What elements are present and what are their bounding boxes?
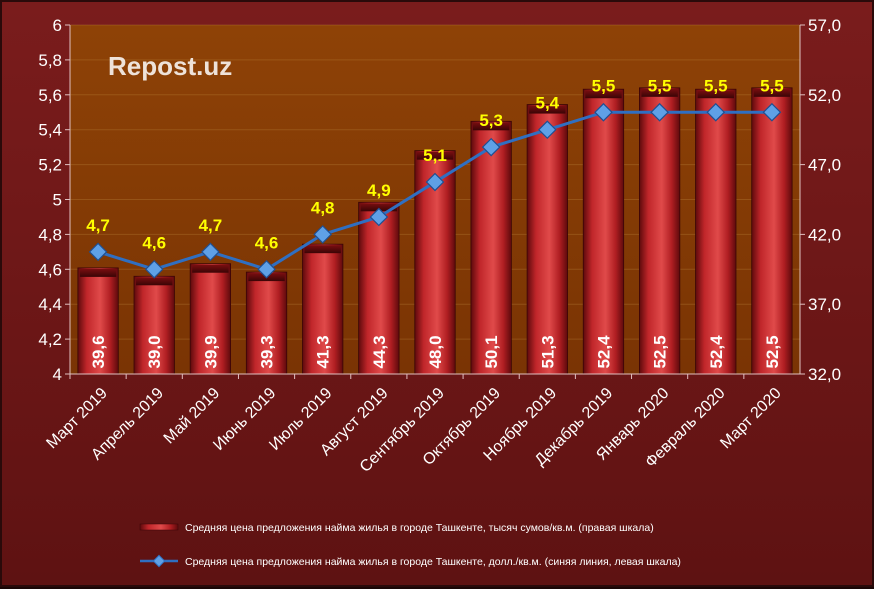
left-tick-label: 4,6 (38, 260, 62, 279)
left-axis: 4 4,2 4,4 4,6 4,8 5 5,2 5,4 5,6 5,8 6 (38, 16, 71, 384)
legend-bar-label: Средняя цена предложения найма жилья в г… (185, 522, 654, 534)
bar-value-label: 39,0 (145, 335, 164, 368)
line-point (313, 225, 333, 244)
line-value-label: 4,9 (367, 181, 391, 200)
legend-line-marker (152, 554, 166, 568)
bar-value-label: 39,6 (89, 335, 108, 368)
line-value-label: 5,1 (423, 146, 447, 165)
line-point (762, 102, 782, 122)
bar (639, 87, 681, 375)
bar-value-label: 52,4 (707, 335, 726, 369)
bar (526, 104, 568, 375)
line-point (257, 259, 276, 279)
bar-value-label: 48,0 (426, 335, 445, 368)
legend-item-bars: Средняя цена предложения найма жилья в г… (139, 522, 654, 534)
bar (470, 120, 512, 375)
right-tick-label: 37,0 (808, 295, 841, 314)
bar-cap (360, 203, 398, 212)
right-tick-label: 32,0 (808, 365, 841, 384)
right-tick-label: 42,0 (808, 225, 841, 244)
bar-cap (304, 245, 341, 254)
line-point (425, 172, 445, 192)
right-axis: 32,0 37,0 42,0 47,0 52,0 57,0 (799, 16, 841, 384)
bar (133, 275, 175, 375)
legend-line-label: Средняя цена предложения найма жилья в г… (185, 556, 681, 568)
line-value-label: 4,7 (199, 216, 223, 235)
bar-cap (79, 268, 117, 277)
bar (358, 201, 400, 375)
bar-value-label: 52,4 (594, 335, 613, 369)
line-point (537, 120, 557, 140)
bar-value-label: 39,3 (258, 335, 277, 368)
line-value-label: 5,3 (479, 111, 503, 130)
right-tick-label: 47,0 (808, 156, 841, 175)
line-value-label: 5,5 (648, 76, 672, 95)
bar-cap (585, 90, 622, 99)
bar-cap (416, 151, 454, 160)
bar (77, 267, 119, 375)
x-tick-label: Март 2020 (717, 385, 784, 452)
left-tick-label: 5,6 (38, 86, 62, 105)
bar-cap (472, 122, 510, 131)
left-tick-label: 6 (53, 16, 62, 35)
line-value-label: 4,6 (142, 233, 166, 252)
bar-cap (753, 88, 791, 97)
line-value-labels: 4,7 4,6 4,7 4,6 4,8 4,9 5,1 5,3 5,4 5,5 5,5 5,5 5,5 (86, 76, 783, 252)
bar-value-label: 52,5 (763, 335, 782, 368)
line-value-label: 5,5 (760, 76, 784, 95)
line-value-label: 5,4 (535, 94, 559, 113)
line-point (481, 137, 501, 157)
bar-value-label: 44,3 (370, 335, 389, 368)
left-tick-label: 4,8 (38, 225, 62, 244)
legend: Средняя цена предложения найма жилья в г… (139, 522, 681, 568)
legend-bar-swatch (139, 523, 179, 531)
legend-item-line: Средняя цена предложения найма жилья в г… (140, 554, 681, 568)
bar-cap (529, 105, 566, 114)
left-tick-label: 5 (53, 191, 62, 210)
right-tick-label: 57,0 (808, 16, 841, 35)
line-point (706, 102, 726, 122)
left-tick-label: 4,4 (38, 295, 62, 314)
bar-cap (641, 88, 678, 97)
bar-value-labels: 39,6 39,0 39,9 39,3 41,3 44,3 48,0 50,1 51,3 52,4… (89, 335, 782, 369)
left-tick-label: 5,4 (38, 121, 62, 140)
line-point (594, 102, 613, 122)
watermark: Repost.uz (108, 51, 232, 81)
bar-value-label: 52,5 (651, 335, 670, 368)
line-point (369, 207, 389, 227)
left-tick-label: 4 (53, 365, 62, 384)
bar-value-label: 39,9 (201, 335, 220, 368)
line-point (144, 259, 164, 279)
bar-cap (136, 277, 173, 286)
bar (695, 88, 737, 375)
left-tick-label: 5,8 (38, 51, 62, 70)
bar (582, 88, 625, 375)
bar (751, 87, 793, 375)
right-tick-label: 52,0 (808, 86, 841, 105)
bar-value-label: 51,3 (538, 335, 557, 368)
line-point (88, 242, 108, 262)
line-point (650, 102, 669, 122)
line-value-label: 5,5 (592, 76, 616, 95)
line-value-label: 5,5 (704, 76, 728, 95)
line-value-label: 4,6 (255, 233, 279, 252)
line-value-label: 4,7 (86, 216, 110, 235)
left-tick-label: 4,2 (38, 330, 62, 349)
line-point (201, 242, 220, 262)
bar-cap (192, 264, 229, 273)
bar (189, 263, 232, 375)
bar (302, 243, 344, 375)
line-series (88, 102, 782, 279)
bar-value-label: 41,3 (314, 335, 333, 368)
bar-cap (697, 90, 734, 99)
left-tick-label: 5,2 (38, 156, 62, 175)
bar-value-label: 50,1 (482, 335, 501, 368)
line-value-label: 4,8 (311, 198, 335, 217)
bar (245, 271, 288, 375)
